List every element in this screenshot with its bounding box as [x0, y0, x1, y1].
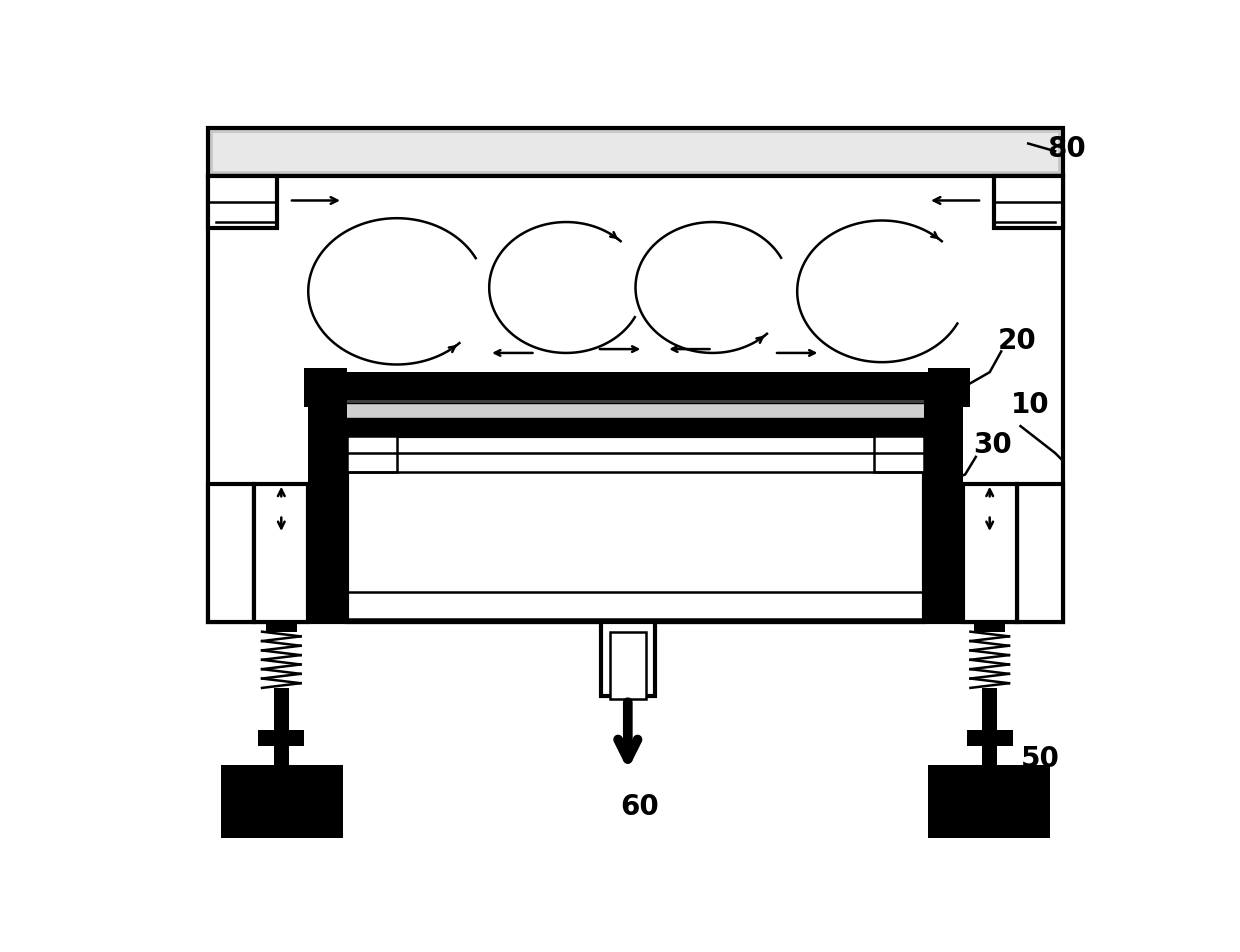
Text: 10: 10	[1012, 391, 1050, 419]
Bar	[304, 368, 347, 407]
Bar	[347, 436, 397, 472]
Bar	[347, 436, 924, 623]
Bar	[967, 730, 1013, 745]
Bar	[208, 176, 1063, 623]
Bar	[258, 730, 304, 745]
Text: 80: 80	[1048, 134, 1086, 163]
Bar	[274, 745, 289, 764]
Bar	[928, 368, 971, 407]
Bar	[982, 745, 997, 764]
Bar	[221, 764, 343, 838]
Bar	[975, 623, 1006, 632]
Text: 30: 30	[972, 431, 1012, 459]
Bar	[962, 484, 1017, 623]
Bar	[928, 764, 1050, 838]
Text: 20: 20	[997, 327, 1037, 355]
Bar	[213, 132, 1058, 171]
Text: 60: 60	[620, 793, 658, 821]
Bar	[343, 403, 928, 418]
Bar	[309, 372, 962, 403]
Bar	[309, 372, 347, 623]
Bar	[208, 484, 254, 623]
Bar	[1017, 484, 1063, 623]
Bar	[601, 623, 655, 696]
Bar	[254, 484, 309, 623]
Bar	[982, 688, 997, 730]
Text: 50: 50	[1021, 745, 1059, 773]
Bar	[874, 436, 924, 472]
Bar	[343, 418, 928, 436]
Bar	[924, 372, 962, 623]
Bar	[208, 176, 278, 228]
Bar	[208, 129, 1063, 176]
Bar	[274, 688, 289, 730]
Bar	[993, 176, 1063, 228]
Bar	[265, 623, 296, 632]
Bar	[343, 400, 928, 403]
Bar	[610, 632, 646, 700]
